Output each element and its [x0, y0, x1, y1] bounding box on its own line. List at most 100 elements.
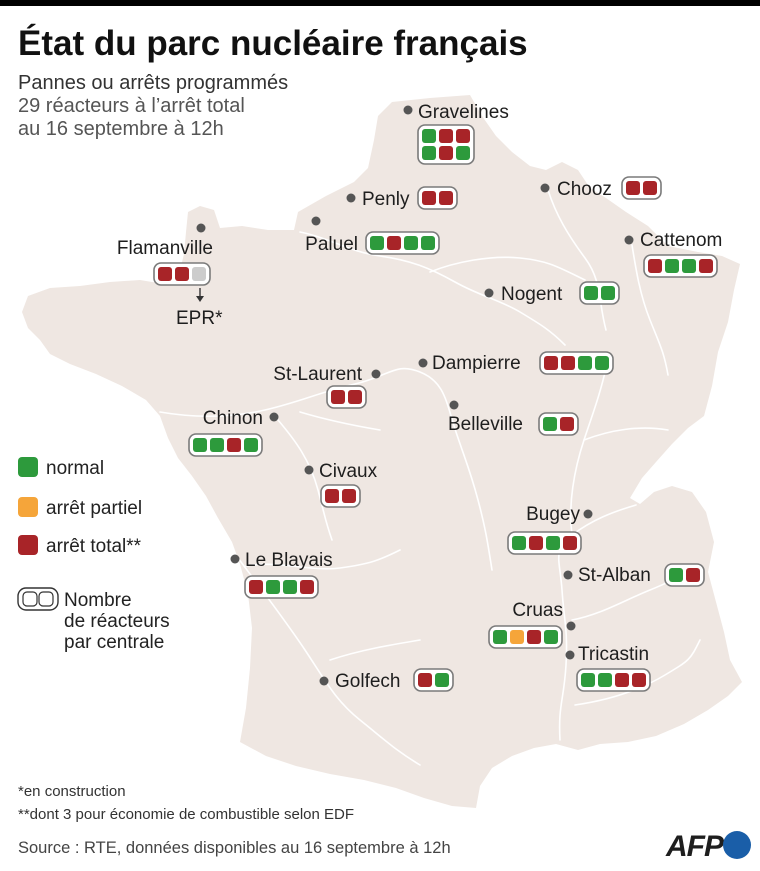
subtitle: Pannes ou arrêts programmés	[18, 72, 288, 94]
reactor-normal	[543, 417, 557, 431]
reactor-box	[413, 668, 454, 692]
legend-box-frame	[17, 587, 59, 611]
reactor-normal	[193, 438, 207, 452]
reactor-normal	[512, 536, 526, 550]
reactor-normal	[421, 236, 435, 250]
summary-count: 29 réacteurs à l’arrêt total	[18, 95, 245, 117]
river-moselle	[631, 244, 669, 376]
reactor-normal	[283, 580, 297, 594]
reactor-box	[539, 351, 614, 375]
reactor-normal	[595, 356, 609, 370]
reactor-normal	[266, 580, 280, 594]
reactor-total	[325, 489, 339, 503]
reactor-box-frame	[488, 625, 563, 649]
plant-name: Dampierre	[432, 353, 521, 374]
reactor-normal	[682, 259, 696, 273]
reactor-total	[626, 181, 640, 195]
footnote-fuel-saving: **dont 3 pour économie de combustible se…	[18, 806, 354, 823]
reactor-normal	[598, 673, 612, 687]
reactor-total	[439, 129, 453, 143]
reactor-normal	[546, 536, 560, 550]
plant-name: Civaux	[319, 461, 378, 482]
reactor-construction	[192, 267, 206, 281]
legend-count-line-1: Nombre	[64, 590, 132, 611]
reactor-total	[331, 390, 345, 404]
legend-swatch-partial	[18, 497, 38, 517]
reactor-normal	[422, 146, 436, 160]
reactor-box	[320, 484, 361, 508]
afp-logo-text: AFP	[665, 830, 725, 863]
plant-location-dot	[563, 570, 573, 580]
plant-location-dot	[319, 676, 329, 686]
reactor-box	[576, 668, 651, 692]
reactor-total	[342, 489, 356, 503]
reactor-box-frame	[643, 254, 718, 278]
reactor-box-frame	[365, 231, 440, 255]
reactor-total	[699, 259, 713, 273]
top-band	[0, 0, 760, 6]
plant-cattenom: Cattenom	[624, 230, 722, 278]
reactor-total	[643, 181, 657, 195]
reactor-total	[439, 146, 453, 160]
reactor-box	[643, 254, 718, 278]
reactor-box	[188, 433, 263, 457]
epr-label: EPR*	[176, 308, 223, 329]
reactor-box-frame	[244, 575, 319, 599]
plant-tricastin: Tricastin	[565, 644, 651, 692]
reactor-total	[158, 267, 172, 281]
plant-location-dot	[230, 554, 240, 564]
plant-name: Gravelines	[418, 102, 509, 123]
rivers	[159, 189, 701, 766]
reactor-box	[417, 186, 458, 210]
plant-location-dot	[484, 288, 494, 298]
legend-label-partial: arrêt partiel	[46, 498, 142, 519]
reactor-total	[422, 191, 436, 205]
reactor-box-frame	[188, 433, 263, 457]
reactor-box	[664, 563, 705, 587]
river-doubs	[583, 427, 669, 441]
plant-belleville: Belleville	[448, 400, 579, 436]
plant-name: Cruas	[512, 600, 563, 621]
plant-name: Belleville	[448, 414, 523, 435]
plant-st-laurent: St-Laurent	[273, 364, 381, 409]
plant-location-dot	[540, 183, 550, 193]
legend-label-total: arrêt total**	[46, 536, 142, 557]
plant-bugey: Bugey	[507, 504, 593, 555]
legend-reactor-count-icon	[17, 587, 59, 611]
legend: normal arrêt partiel arrêt total** Nombr…	[17, 457, 170, 653]
reactor-box	[621, 176, 662, 200]
reactor-normal	[422, 129, 436, 143]
river-seine	[299, 231, 566, 346]
reactor-normal	[404, 236, 418, 250]
reactor-normal	[493, 630, 507, 644]
plant-location-dot	[403, 105, 413, 115]
reactor-normal	[601, 286, 615, 300]
plant-name: Penly	[362, 189, 410, 210]
reactor-normal	[669, 568, 683, 582]
plant-name: Nogent	[501, 284, 563, 305]
epr-arrow-head	[196, 296, 204, 302]
reactor-total	[529, 536, 543, 550]
legend-swatch-normal	[18, 457, 38, 477]
reactor-partial	[510, 630, 524, 644]
footnote-construction: *en construction	[18, 783, 126, 800]
reactor-total	[227, 438, 241, 452]
reactor-total	[560, 417, 574, 431]
reactor-normal	[456, 146, 470, 160]
river-dordogne	[245, 549, 401, 570]
plant-gravelines: Gravelines	[403, 102, 509, 165]
reactor-total	[615, 673, 629, 687]
plant-st-alban: St-Alban	[563, 563, 705, 587]
reactor-total	[387, 236, 401, 250]
river-marne	[429, 256, 586, 281]
reactor-box	[507, 531, 582, 555]
reactor-normal	[581, 673, 595, 687]
reactor-box	[417, 124, 475, 165]
reactor-normal	[544, 630, 558, 644]
river-meuse	[547, 189, 607, 331]
plant-name: Chooz	[557, 179, 612, 200]
river-cher	[299, 411, 381, 431]
page-title: État du parc nucléaire français	[18, 23, 528, 63]
reactor-box	[244, 575, 319, 599]
